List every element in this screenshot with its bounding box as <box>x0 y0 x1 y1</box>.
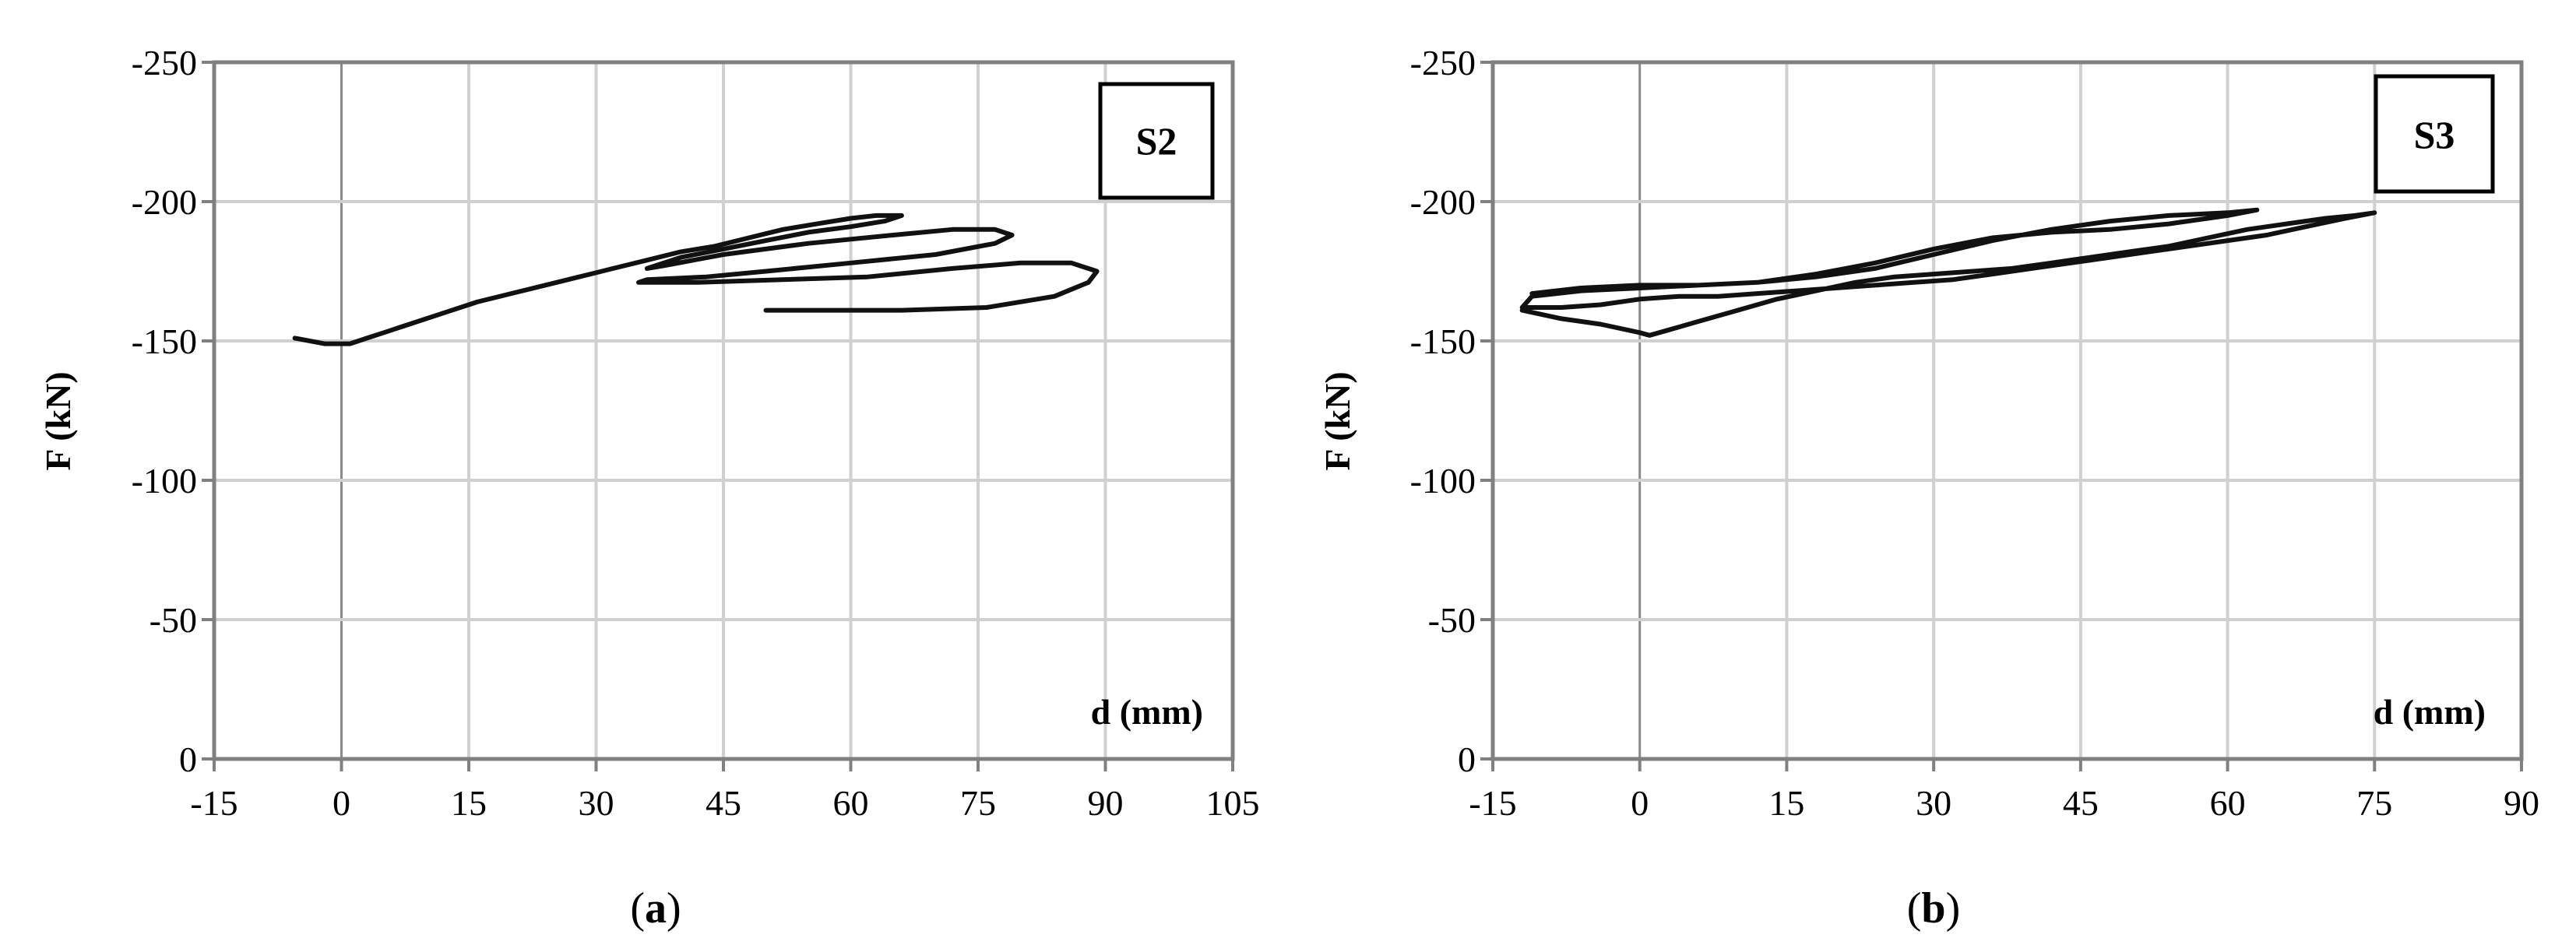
y-tick-label: -150 <box>1410 321 1476 361</box>
chart-panel-b: -15 0 15 30 45 60 75 900-50-100-150-200-250 d (… <box>1318 43 2539 933</box>
x-tick-label: 60 <box>833 783 869 823</box>
caption-close: ) <box>1946 884 1961 933</box>
chart-panel-a: -15 0 15 30 45 60 75 90 1050-50-100-150-200-250 … <box>38 43 1260 933</box>
panel-caption: (b) <box>1907 884 1960 933</box>
panel-badge: S3 <box>2374 74 2495 194</box>
y-tick-label: -100 <box>132 461 197 501</box>
x-tick-label: 15 <box>451 783 487 823</box>
caption-letter: b <box>1921 884 1945 933</box>
x-tick-label: 30 <box>579 783 614 823</box>
x-tick-label: 15 <box>1768 783 1804 823</box>
y-tick-label: -100 <box>1410 461 1476 501</box>
y-tick-label: 0 <box>179 739 197 779</box>
plot-area <box>292 213 1100 346</box>
panel-badge-box <box>1098 82 1215 200</box>
x-tick-label: 0 <box>333 783 350 823</box>
series-line <box>1519 207 2377 338</box>
y-tick-label: -50 <box>150 600 197 640</box>
y-tick-label: -200 <box>132 182 197 222</box>
panel-badge: S2 <box>1098 82 1215 200</box>
x-axis-title: d (mm) <box>1091 692 1203 732</box>
x-tick-label: -15 <box>1469 783 1516 823</box>
panel-badge-box <box>2374 74 2495 194</box>
x-tick-label: 45 <box>706 783 741 823</box>
y-tick-label: -50 <box>1428 600 1476 640</box>
caption-close: ) <box>667 884 681 933</box>
x-tick-label: 105 <box>1206 783 1260 823</box>
y-axis-title: F (kN) <box>38 371 78 470</box>
y-tick-label: -200 <box>1410 182 1476 222</box>
x-tick-label: 75 <box>960 783 996 823</box>
x-tick-label: 75 <box>2356 783 2392 823</box>
y-tick-label: -250 <box>1410 43 1476 83</box>
caption-letter: a <box>645 884 667 933</box>
x-axis-title: d (mm) <box>2374 692 2486 732</box>
caption-open: ( <box>630 884 645 933</box>
panel-badge-label: S3 <box>2414 113 2455 156</box>
y-tick-label: -150 <box>132 321 197 361</box>
x-tick-label: 0 <box>1631 783 1649 823</box>
panel-caption: (a) <box>630 884 681 933</box>
y-axis-title: F (kN) <box>1318 371 1357 470</box>
plot-area <box>1519 207 2377 338</box>
x-tick-label: 30 <box>1916 783 1951 823</box>
series-line <box>292 213 1100 346</box>
panel-badge-label: S2 <box>1136 119 1177 163</box>
x-tick-label: 60 <box>2210 783 2246 823</box>
x-tick-label: 90 <box>2504 783 2539 823</box>
plot-border <box>1490 60 2524 761</box>
x-tick-label: 90 <box>1088 783 1124 823</box>
y-tick-label: -250 <box>132 43 197 83</box>
x-tick-label: -15 <box>190 783 238 823</box>
x-tick-label: 45 <box>2063 783 2099 823</box>
gridlines <box>212 60 1235 761</box>
tick-labels: -15 0 15 30 45 60 75 900-50-100-150-200-250 <box>1410 43 2539 823</box>
y-tick-label: 0 <box>1458 739 1476 779</box>
caption-open: ( <box>1907 884 1922 933</box>
